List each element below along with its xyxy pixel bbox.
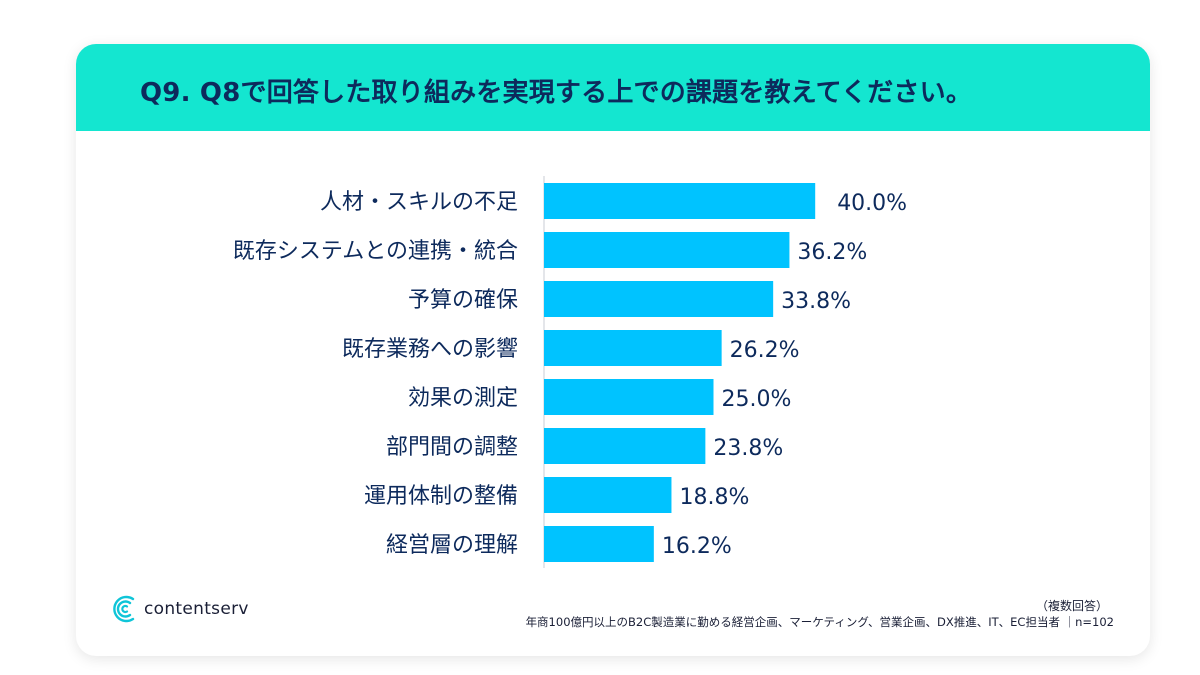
bar: [544, 428, 706, 464]
bar: [544, 330, 722, 366]
data-label: 26.2%: [730, 338, 800, 363]
page-title: Q9. Q8で回答した取り組みを実現する上での課題を教えてください。: [140, 78, 973, 108]
data-label: 25.0%: [722, 387, 792, 412]
category-label: 予算の確保: [408, 288, 518, 313]
bar: [544, 232, 790, 268]
title-banner: Q9. Q8で回答した取り組みを実現する上での課題を教えてください。: [76, 44, 1150, 131]
contentserv-logo-icon: [113, 595, 135, 623]
category-label: 既存システムとの連携・統合: [233, 239, 518, 264]
category-label: 部門間の調整: [386, 435, 518, 460]
category-label: 経営層の理解: [386, 533, 518, 558]
data-label: 36.2%: [797, 240, 867, 265]
data-label: 16.2%: [662, 534, 732, 559]
data-label: 33.8%: [781, 289, 851, 314]
data-label: 23.8%: [713, 436, 783, 461]
category-label: 運用体制の整備: [364, 484, 518, 509]
category-label: 効果の測定: [408, 386, 518, 411]
category-label: 人材・スキルの不足: [320, 190, 518, 215]
brand-name: contentserv: [144, 599, 249, 619]
bar: [544, 379, 714, 415]
sample-note: 年商100億円以上のB2C製造業に勤める経営企画、マーケティング、営業企画、DX…: [525, 615, 1114, 629]
category-label: 既存業務への影響: [342, 337, 518, 362]
bar: [544, 183, 816, 219]
multiple-answer-note: （複数回答）: [1035, 599, 1108, 613]
bar: [544, 281, 774, 317]
bar: [544, 477, 672, 513]
data-label: 18.8%: [679, 485, 749, 510]
data-label: 40.0%: [837, 191, 907, 216]
brand-logo: contentserv: [112, 594, 249, 624]
bar: [544, 526, 654, 562]
